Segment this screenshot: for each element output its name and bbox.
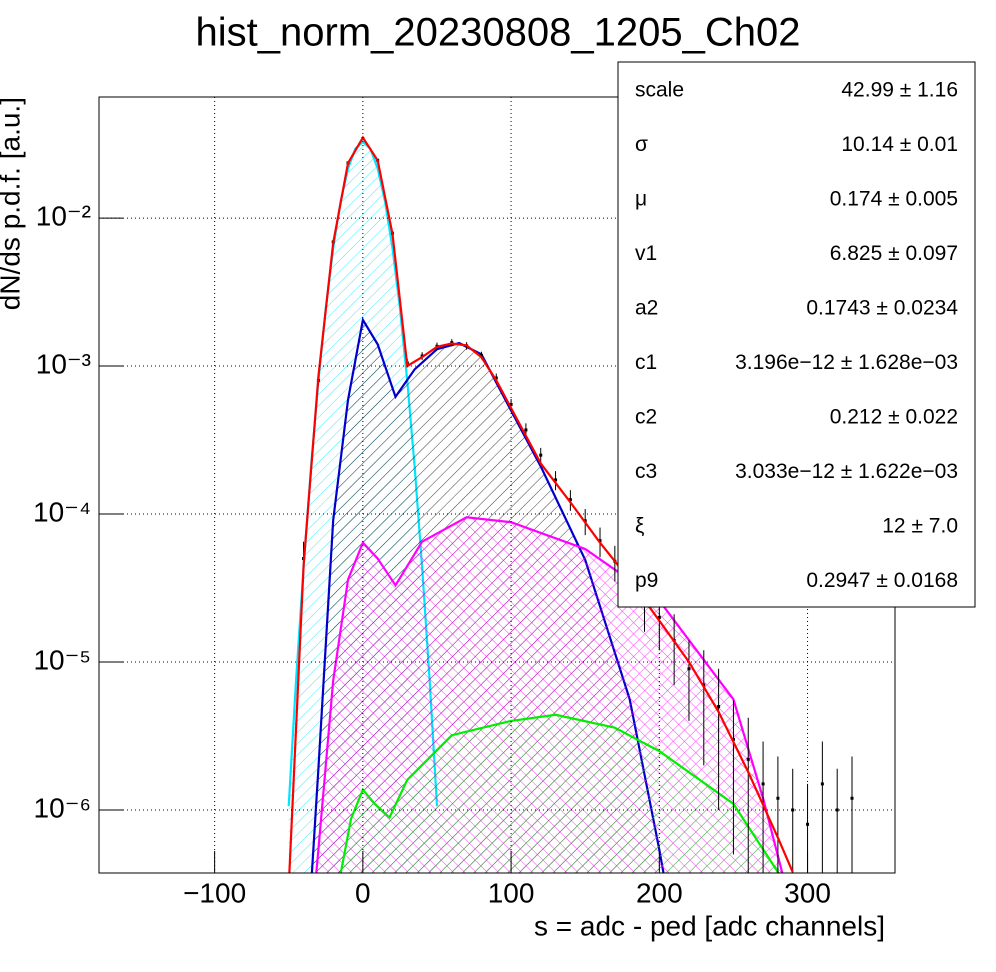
stat-value: 12 ± 7.0	[882, 515, 958, 538]
stat-value: 3.033e−12 ± 1.622e−03	[735, 460, 958, 483]
data-point	[687, 667, 691, 671]
stat-name: scale	[635, 79, 684, 102]
data-point	[850, 796, 854, 800]
area-fill	[340, 714, 779, 873]
stat-name: p9	[635, 569, 658, 592]
stat-name: c2	[635, 406, 657, 429]
data-point	[479, 353, 483, 357]
x-tick-label: 0	[355, 877, 371, 908]
data-point	[731, 737, 735, 741]
x-tick-label: 100	[488, 877, 535, 908]
stat-value: 0.212 ± 0.022	[830, 406, 958, 429]
data-point	[746, 757, 750, 761]
curve	[339, 713, 780, 873]
data-point	[509, 402, 513, 406]
chart-title: hist_norm_20230808_1205_Ch02	[196, 11, 801, 55]
data-point	[835, 808, 839, 812]
curve	[288, 135, 794, 873]
data-point	[717, 705, 721, 709]
plot-area	[287, 135, 854, 873]
stat-value: 0.2947 ± 0.0168	[806, 569, 958, 592]
data-point	[554, 478, 558, 482]
stat-value: 3.196e−12 ± 1.628e−03	[735, 351, 958, 374]
data-point	[524, 428, 528, 432]
data-point	[494, 376, 498, 380]
stat-name: a2	[635, 297, 658, 320]
stat-value: 6.825 ± 0.097	[830, 242, 958, 265]
stat-value: 0.1743 ± 0.0234	[806, 297, 958, 320]
x-tick-label: −100	[183, 877, 246, 908]
data-point	[806, 822, 810, 826]
y-tick-label: 10⁻⁶	[34, 792, 91, 823]
x-tick-label: 300	[784, 877, 831, 908]
data-point	[568, 498, 572, 502]
stat-value: 0.174 ± 0.005	[830, 188, 958, 211]
data-point	[539, 453, 543, 457]
y-axis-label: dN/ds p.d.f. [a.u.]	[0, 97, 25, 310]
data-point	[598, 539, 602, 543]
stat-name: μ	[635, 188, 647, 211]
stat-name: c1	[635, 351, 657, 374]
x-axis-label: s = adc - ped [adc channels]	[534, 910, 885, 941]
curve	[315, 516, 784, 873]
data-point	[820, 782, 824, 786]
stats-box	[617, 61, 976, 608]
stat-name: c3	[635, 460, 657, 483]
stat-value: 10.14 ± 0.01	[841, 133, 958, 156]
data-point	[791, 808, 795, 812]
y-tick-label: 10⁻⁴	[33, 496, 91, 527]
y-tick-label: 10⁻²	[36, 200, 91, 231]
y-tick-label: 10⁻³	[36, 348, 91, 379]
stat-value: 42.99 ± 1.16	[841, 79, 958, 102]
stat-name: σ	[635, 133, 648, 156]
x-tick-label: 200	[636, 877, 683, 908]
data-point	[761, 782, 765, 786]
data-point	[776, 796, 780, 800]
stat-name: ξ	[635, 515, 644, 538]
stat-name: v1	[635, 242, 657, 265]
y-tick-label: 10⁻⁵	[33, 644, 91, 675]
